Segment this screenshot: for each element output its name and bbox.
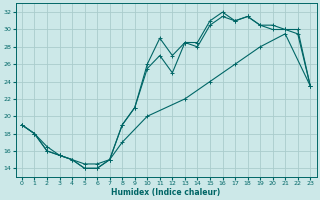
X-axis label: Humidex (Indice chaleur): Humidex (Indice chaleur) (111, 188, 221, 197)
